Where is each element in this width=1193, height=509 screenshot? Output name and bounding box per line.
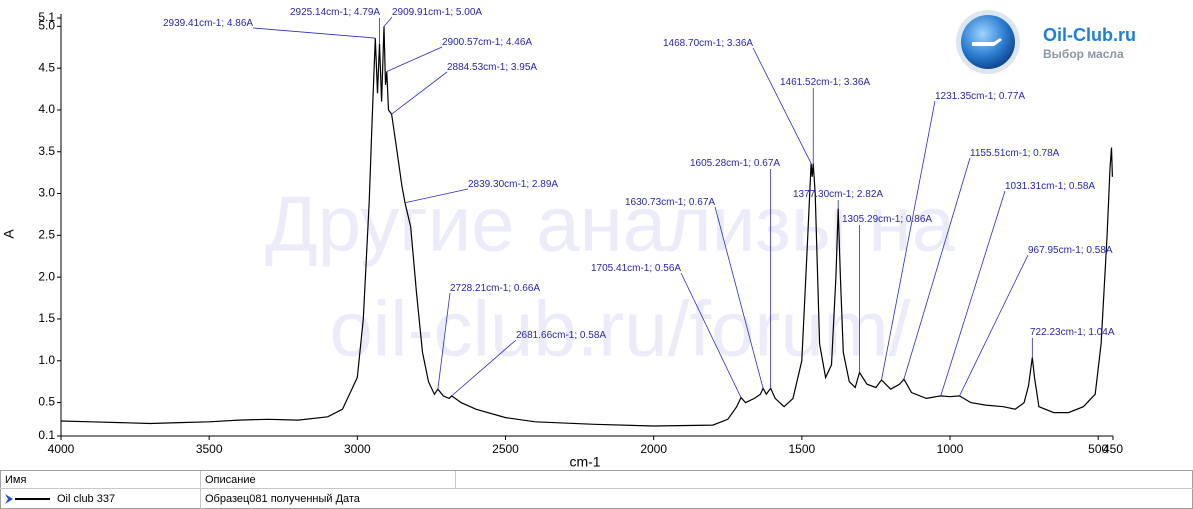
logo-title: Oil-Club.ru — [1043, 25, 1136, 45]
legend-table: Имя Описание Oil club 337 Образец081 пол… — [0, 470, 1193, 509]
y-tick-label: 3.0 — [38, 186, 55, 200]
annotation-label: 1468.70cm-1; 3.36A — [663, 38, 753, 49]
annotation-label: 2839.30cm-1; 2.89A — [468, 179, 558, 190]
watermark: oil-club.ru/forum/ — [330, 285, 911, 373]
annotation-leader — [752, 47, 812, 164]
annotation-leader — [383, 16, 393, 27]
logo-icon — [972, 38, 1002, 46]
annotation-label: 1231.35cm-1; 0.77A — [935, 91, 1025, 102]
table-header: Имя — [5, 474, 26, 486]
annotation-label: 1031.31cm-1; 0.58A — [1005, 181, 1095, 192]
watermark: Другие анализы на — [265, 180, 956, 268]
logo: Oil-Club.ru Выбор масла — [956, 10, 1136, 74]
annotation-leader — [940, 190, 1006, 396]
table-header: Описание — [205, 474, 256, 486]
annotation-leader — [451, 339, 517, 397]
y-tick-label: 0.1 — [38, 428, 55, 442]
annotation-label: 1630.73cm-1; 0.67A — [625, 197, 715, 208]
legend-label: Oil club 337 — [57, 493, 115, 505]
annotation-leader — [903, 157, 971, 380]
annotation-leader — [959, 254, 1029, 397]
annotation-label: 1155.51cm-1; 0.78A — [970, 148, 1060, 159]
y-tick-label: 0.5 — [38, 395, 55, 409]
row-indicator — [5, 494, 13, 504]
annotation-label: 1461.52cm-1; 3.36A — [780, 77, 870, 88]
y-tick-label: 4.5 — [38, 60, 55, 74]
spectrum-line — [60, 26, 1113, 427]
annotation-label: 967.95cm-1; 0.58A — [1028, 245, 1113, 256]
annotation-leader — [253, 27, 376, 39]
y-tick-label: 3.5 — [38, 144, 55, 158]
annotation-label: 2728.21cm-1; 0.66A — [450, 283, 540, 294]
table-border — [0, 470, 1193, 509]
annotation-label: 1705.41cm-1; 0.56A — [591, 263, 681, 274]
x-tick-label: 2500 — [492, 442, 519, 456]
annotation-leader — [437, 292, 451, 390]
x-tick-label: 500 — [1088, 442, 1108, 456]
x-tick-label: 3000 — [344, 442, 371, 456]
annotation-label: 1605.28cm-1; 0.67A — [690, 158, 780, 169]
y-tick-label: 1.0 — [38, 353, 55, 367]
annotation-label: 2884.53cm-1; 3.95A — [447, 62, 537, 73]
y-tick-label: 1.5 — [38, 311, 55, 325]
annotation-leader — [714, 206, 764, 389]
y-tick-label: 2.0 — [38, 269, 55, 283]
annotation-label: 2909.91cm-1; 5.00A — [392, 7, 482, 18]
x-tick-label: 450 — [1103, 442, 1123, 456]
annotation-leader — [391, 71, 448, 115]
y-tick-label: 4.0 — [38, 102, 55, 116]
annotation-label: 2925.14cm-1; 4.79A — [290, 7, 380, 18]
x-tick-label: 4000 — [48, 442, 75, 456]
x-axis-label: cm-1 — [569, 454, 600, 470]
annotation-leader — [680, 272, 742, 398]
x-tick-label: 3500 — [196, 442, 223, 456]
x-tick-label: 1000 — [937, 442, 964, 456]
annotation-label: 2900.57cm-1; 4.46A — [442, 37, 532, 48]
y-tick-label: 2.5 — [38, 228, 55, 242]
x-tick-label: 1500 — [788, 442, 815, 456]
annotation-label: 2939.41cm-1; 4.86A — [163, 18, 253, 29]
annotation-leader — [404, 188, 469, 204]
logo-subtitle: Выбор масла — [1043, 47, 1124, 61]
annotation-leader — [881, 100, 936, 381]
annotation-label: 722.23cm-1; 1.04A — [1030, 327, 1115, 338]
annotation-label: 1305.29cm-1; 0.86A — [842, 214, 932, 225]
y-tick-label: 5.0 — [38, 19, 55, 33]
legend-description: Образец081 полученный Дата — [205, 493, 361, 505]
y-tick-label: 5.1 — [38, 10, 55, 24]
annotation-label: 1377.30cm-1; 2.82A — [793, 189, 883, 200]
annotation-leader — [386, 46, 443, 72]
y-axis-label: A — [1, 229, 17, 239]
x-tick-label: 2000 — [640, 442, 667, 456]
annotation-label: 2681.66cm-1; 0.58A — [516, 330, 606, 341]
